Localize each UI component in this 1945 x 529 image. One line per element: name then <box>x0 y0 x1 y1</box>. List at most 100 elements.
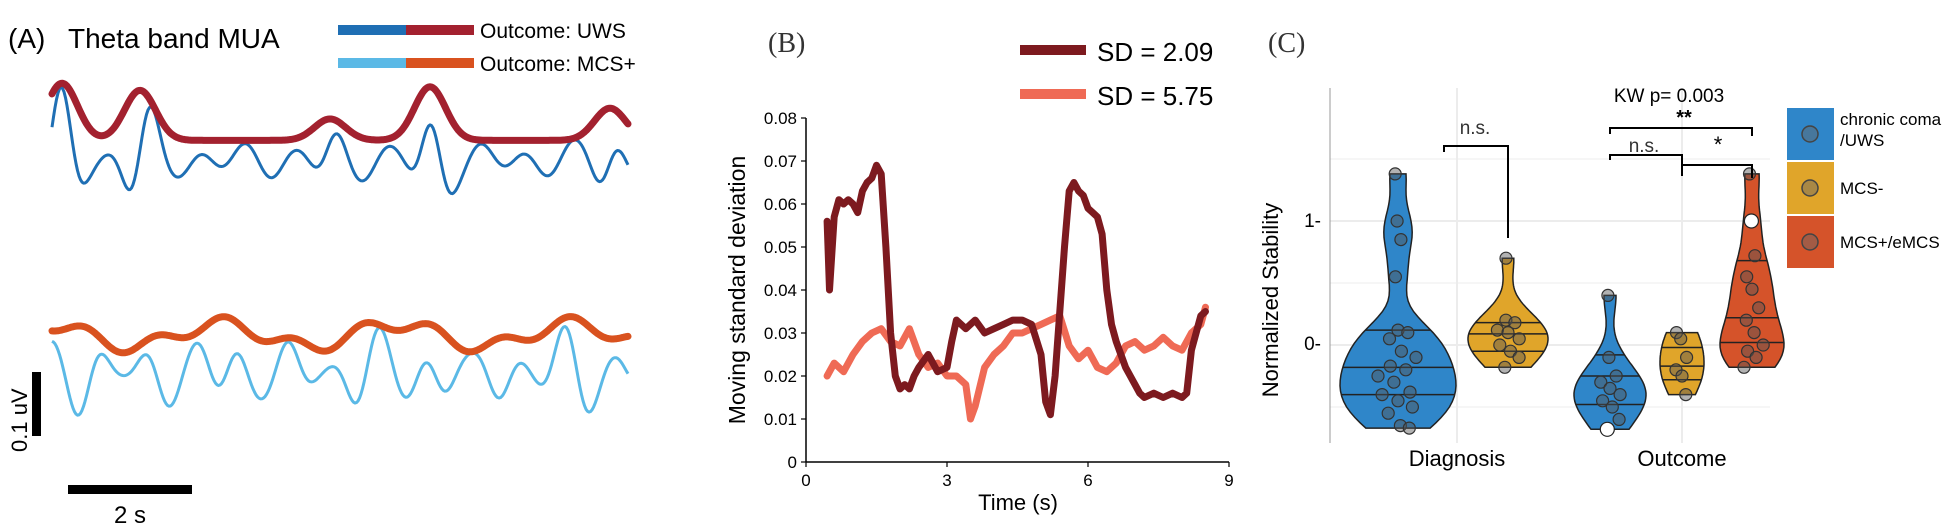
bracket-diagnosis <box>1443 145 1509 238</box>
violin-data-point <box>1382 332 1397 346</box>
mcs-mua-trace <box>51 325 630 417</box>
violin-data-point <box>1748 249 1762 263</box>
panel-a-label: (A) <box>8 23 45 54</box>
violin-data-point <box>1613 388 1627 402</box>
panel-a-title: Theta band MUA <box>68 23 280 54</box>
panel-b-xtick-label: 3 <box>942 471 951 490</box>
panel-c-ytick-0: 0- <box>1304 334 1321 355</box>
violin-data-point <box>1612 412 1626 426</box>
vertical-scale-bar <box>32 372 41 436</box>
legend-swatch-mcs-minus <box>1787 162 1834 214</box>
uws-mua-trace <box>50 85 630 196</box>
panel-c-xtick-diagnosis: Diagnosis <box>1409 446 1506 471</box>
violin-data-point <box>1498 360 1512 374</box>
legend-swatch-uws-envelope <box>406 25 474 35</box>
bracket-outcome-3 <box>1609 127 1753 136</box>
panel-c-label: (C) <box>1268 28 1305 59</box>
violin-data-point <box>1512 350 1526 364</box>
mcs-traces <box>48 313 632 417</box>
panel-c-ytick-1: 1- <box>1304 211 1321 232</box>
panel-b-xtick-label: 0 <box>801 471 810 490</box>
panel-b-ytick-label: 0.07 <box>764 152 797 171</box>
violin-data-point <box>1390 214 1404 228</box>
panel-a-legend: Outcome: UWS Outcome: MCS+ <box>338 20 636 76</box>
violin-data-point <box>1394 344 1409 358</box>
panel-b-series-line-2 <box>823 303 1209 423</box>
panel-b-ytick-label: 0 <box>788 453 797 472</box>
panel-b-legend: SD = 2.09 SD = 5.75 <box>1020 37 1213 111</box>
violin-data-point <box>1388 167 1402 181</box>
legend-dot-coma <box>1801 125 1819 143</box>
violin-data-point <box>1501 326 1515 340</box>
panel-b-label: (B) <box>768 28 805 59</box>
panel-b-ytick-label: 0.01 <box>764 410 797 429</box>
panel-b-xtick-label: 6 <box>1083 471 1092 490</box>
violin-data-point <box>1739 313 1753 327</box>
violin-data-point <box>1749 350 1763 364</box>
legend-label-mcs-plus: MCS+/eMCS <box>1840 233 1940 252</box>
violin-body <box>1467 257 1549 369</box>
mcs-envelope-trace <box>48 313 632 357</box>
legend-label-coma-2: /UWS <box>1840 131 1884 150</box>
violin-data-point <box>1675 369 1689 383</box>
legend-label-coma-1: chronic coma <box>1840 110 1942 129</box>
violin-data-point <box>1401 326 1415 340</box>
panel-b-xlabel: Time (s) <box>978 490 1058 515</box>
scale-bars: 0.1 uV 2 s <box>7 372 192 529</box>
legend-label-sd2: SD = 5.75 <box>1097 81 1213 111</box>
violin-data-point <box>1490 323 1505 337</box>
panel-b-axes: 0 0.01 0.02 0.03 0.04 0.05 0.06 0.07 0.08 0 3 6 9 <box>764 109 1234 490</box>
panel-b-xtick-label: 9 <box>1224 471 1233 490</box>
legend-swatch-mcs-plus <box>1787 216 1834 268</box>
violin-data-point <box>1499 251 1513 265</box>
panel-b-ytick-label: 0.03 <box>764 324 797 343</box>
sig-diagnosis: n.s. <box>1460 118 1491 139</box>
violin-data-point <box>1752 301 1766 315</box>
violin-data-point <box>1740 270 1754 284</box>
violin-data-point <box>1508 316 1522 330</box>
violin-data-point <box>1756 338 1770 352</box>
panel-a: (A) Theta band MUA Outcome: UWS Outcome:… <box>7 20 636 529</box>
panel-b-series-line-1 <box>823 161 1209 419</box>
violin-data-point <box>1594 375 1608 389</box>
legend-swatch-uws-mua <box>338 25 406 35</box>
violin-data-point <box>1409 350 1423 364</box>
violin-data-point <box>1602 350 1616 364</box>
legend-dot-mcs-minus <box>1801 179 1819 197</box>
legend-swatch-mcs-mua <box>338 58 406 68</box>
violin-body <box>1339 173 1457 429</box>
violin-data-point <box>1737 360 1751 374</box>
panel-c-ylabel: Normalized Stability <box>1258 203 1283 397</box>
legend-label-sd1: SD = 2.09 <box>1097 37 1213 67</box>
violin-data-point <box>1402 421 1416 435</box>
panel-c-violins <box>1339 167 1785 437</box>
violin-data-point <box>1742 167 1757 181</box>
panel-b-series <box>823 161 1209 423</box>
legend-dot-mcs-plus <box>1801 233 1819 251</box>
violin-data-point <box>1383 359 1397 373</box>
violin-body <box>1573 294 1647 431</box>
panel-b: (B) SD = 2.09 SD = 5.75 0 0.01 0.02 0.03 0.0… <box>724 28 1234 515</box>
panel-b-ylabel: Moving standard deviation <box>724 156 750 425</box>
legend-label-mcs: Outcome: MCS+ <box>480 53 636 76</box>
violin-data-point <box>1405 400 1420 414</box>
violin-data-point <box>1674 332 1688 346</box>
sig-outcome-3: ** <box>1676 107 1692 129</box>
legend-label-uws: Outcome: UWS <box>480 20 626 43</box>
violin-data-point <box>1493 338 1507 352</box>
violin-data-point <box>1605 400 1619 414</box>
violin-data-point <box>1375 388 1389 402</box>
significance-brackets: n.s. n.s. * ** KW p= 0.003 <box>1443 86 1753 238</box>
violin-data-point <box>1371 369 1385 383</box>
violin-data-point <box>1603 381 1617 395</box>
panel-b-ytick-label: 0.05 <box>764 238 797 257</box>
violin-data-point <box>1747 326 1761 340</box>
violin-data-point <box>1403 385 1417 399</box>
uws-traces <box>48 79 632 196</box>
vertical-scale-label: 0.1 uV <box>7 388 32 452</box>
violin-data-point <box>1601 288 1615 302</box>
violin-data-point <box>1391 394 1405 408</box>
violin-data-point <box>1609 369 1623 383</box>
panel-b-ytick-label: 0.04 <box>764 281 797 300</box>
horizontal-scale-label: 2 s <box>114 502 146 529</box>
